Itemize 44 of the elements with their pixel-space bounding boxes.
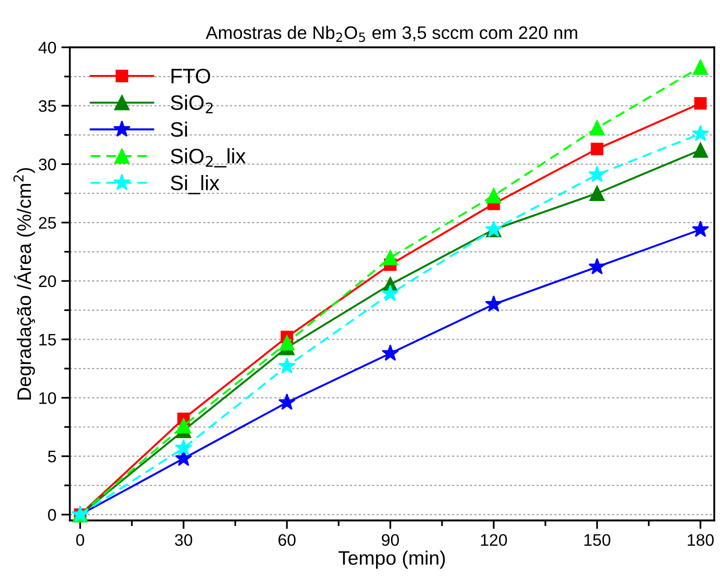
x-tick-label: 150: [584, 534, 610, 546]
y-tick-label: 20: [38, 275, 56, 288]
y-tick-label: 15: [39, 334, 56, 346]
point: [590, 142, 604, 156]
point: [486, 188, 502, 204]
y-tick-label: 10: [39, 392, 56, 404]
point: [692, 124, 710, 142]
point: [692, 60, 708, 75]
x-axis-title: Tempo (min): [338, 550, 445, 569]
point: [588, 166, 606, 182]
point: [278, 357, 296, 374]
legend-label: SiO$_{2}$_lix: [170, 148, 246, 168]
point: [176, 418, 192, 434]
x-tick-label: 60: [278, 534, 296, 546]
point: [589, 120, 605, 136]
legend-label: FTO: [172, 68, 210, 84]
point: [382, 250, 398, 266]
x-tick-label: 0: [76, 534, 84, 546]
x-tick-label: 180: [688, 534, 714, 546]
point: [589, 186, 605, 201]
y-tick-label: 25: [38, 216, 56, 229]
point: [692, 142, 708, 158]
point: [174, 438, 192, 456]
y-tick-label: 30: [38, 158, 56, 170]
point: [588, 258, 606, 274]
point: [279, 335, 295, 351]
point: [382, 344, 399, 361]
chart-title: Amostras de Nb$_{2}$O$_{5}$ em 3,5 sccm com 220 nm: [206, 26, 578, 42]
x-tick-label: 90: [382, 534, 399, 546]
y-tick-label: 35: [38, 100, 56, 112]
point: [692, 220, 710, 237]
legend-label: SiO$_{2}$: [170, 94, 213, 114]
x-tick-label: 30: [174, 534, 192, 546]
y-tick-label: 0: [48, 509, 56, 521]
point: [382, 284, 399, 302]
y-axis-title: Degradação /Área (%/cm$^{2}$): [13, 168, 36, 400]
point: [278, 393, 296, 410]
legend-label: Si_lix: [170, 174, 220, 194]
y-tick-label: 5: [48, 450, 56, 462]
x-tick-label: 120: [481, 534, 507, 546]
y-tick-label: 40: [38, 42, 56, 54]
legend-label: Si: [170, 122, 187, 137]
point: [485, 295, 502, 312]
point: [694, 97, 707, 110]
